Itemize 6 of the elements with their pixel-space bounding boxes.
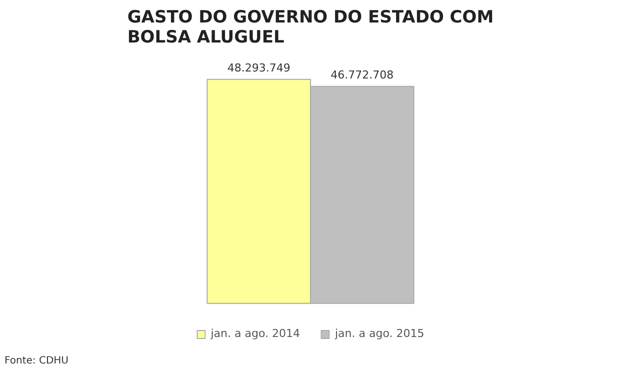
legend-label: jan. a ago. 2015	[335, 327, 424, 340]
chart-title: GASTO DO GOVERNO DO ESTADO COM BOLSA ALUGUEL	[127, 8, 494, 48]
legend-label: jan. a ago. 2014	[210, 327, 300, 340]
source-note: Fonte: CDHU	[4, 356, 68, 366]
data-label: 48.293.749	[227, 61, 290, 74]
data-label: 46.772.708	[330, 68, 394, 82]
